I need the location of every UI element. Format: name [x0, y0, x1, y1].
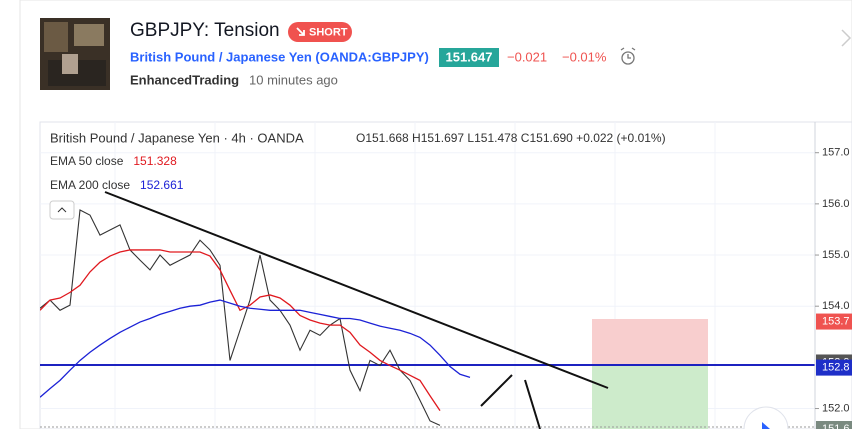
collapse-icon	[57, 207, 67, 213]
legend-value: 151.328	[133, 154, 177, 168]
price: 151.647	[446, 49, 493, 64]
chart-title: British Pound / Japanese Yen · 4h · OAND…	[50, 130, 304, 145]
y-tick-label: 154.0	[822, 300, 850, 312]
price-box	[439, 48, 499, 67]
legend-value: 152.661	[140, 178, 184, 192]
time: 10 minutes ago	[249, 72, 338, 87]
price-tag-label: 153.7	[822, 315, 850, 327]
price-tag	[816, 313, 852, 330]
price-tag	[816, 359, 852, 376]
y-tick-label: 156.0	[822, 198, 850, 210]
thumbnail[interactable]	[40, 18, 110, 90]
collapse-button[interactable]	[49, 200, 75, 220]
y-tick-label: 157.0	[822, 147, 850, 159]
author[interactable]: EnhancedTrading	[130, 72, 239, 87]
legend-name: EMA 50 close	[50, 154, 124, 168]
trend-line	[104, 191, 609, 389]
y-tick-label: 155.0	[822, 249, 850, 261]
ohlc: O151.668 H151.697 L151.478 C151.690 +0.0…	[356, 131, 666, 145]
y-tick-label: 152.0	[822, 402, 850, 414]
idea-title[interactable]: GBPJPY: Tension	[130, 20, 280, 41]
price-tag-label: 152.8	[822, 362, 850, 374]
badge-arrow	[296, 27, 305, 36]
price-tag-label: 151.6	[822, 423, 850, 429]
next-arrow[interactable]	[841, 29, 852, 47]
grid	[40, 122, 815, 429]
target-zone	[592, 365, 708, 429]
change: −0.021	[507, 49, 547, 64]
ema-line	[40, 299, 471, 398]
symbol[interactable]: British Pound / Japanese Yen (OANDA:GBPJ…	[130, 49, 429, 64]
price-line	[40, 209, 441, 426]
legend-name: EMA 200 close	[50, 178, 130, 192]
badge	[288, 22, 352, 42]
path-line	[524, 379, 541, 429]
stop-zone	[592, 319, 708, 365]
plot	[40, 191, 815, 429]
badge-label: SHORT	[309, 26, 348, 38]
card	[19, 0, 852, 430]
ema-line	[40, 249, 441, 411]
change-pct: −0.01%	[562, 49, 607, 64]
alert-icon[interactable]	[620, 47, 636, 65]
path-line	[480, 374, 513, 407]
